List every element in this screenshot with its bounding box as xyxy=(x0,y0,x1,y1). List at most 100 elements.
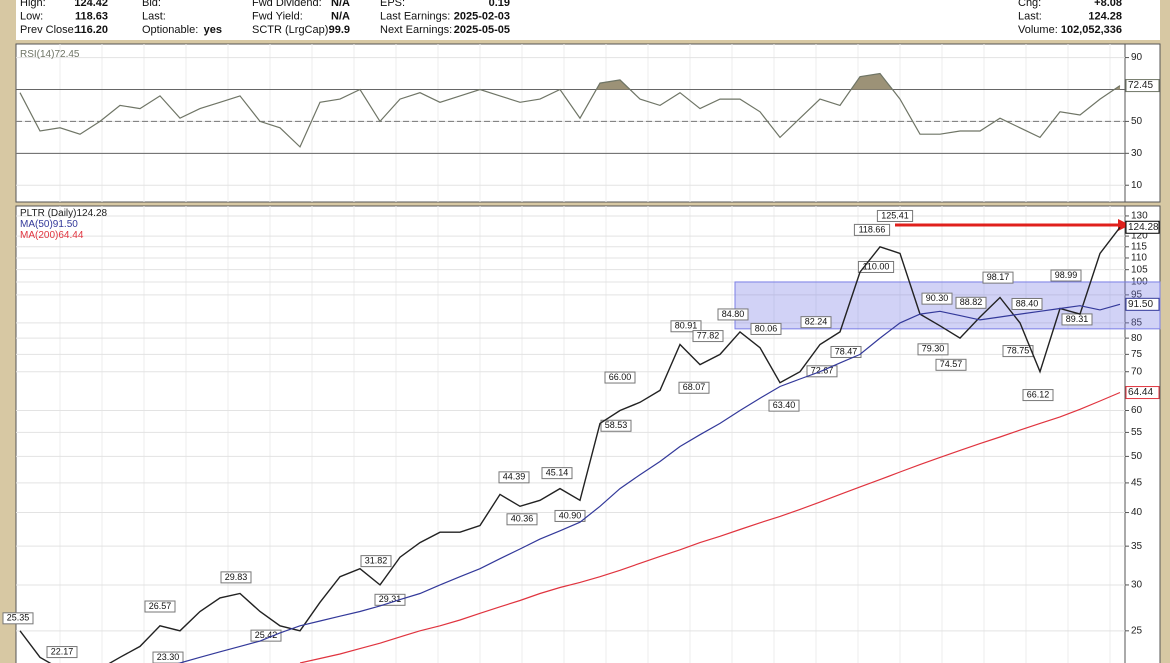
header-value: 116.20 xyxy=(75,24,108,36)
y-tick-label: 70 xyxy=(1131,366,1143,377)
legend-name: RSI(14) xyxy=(20,49,54,60)
y-tick-label: 115 xyxy=(1131,241,1147,252)
annotation-box xyxy=(1050,269,1082,282)
annotation-box xyxy=(498,471,530,484)
y-tick-label: 60 xyxy=(1131,405,1143,416)
annotation-box xyxy=(152,651,184,663)
header-label: Chg: xyxy=(1018,0,1041,9)
header-label: Prev Close: xyxy=(20,24,77,36)
annotation-box xyxy=(220,571,252,584)
annotation-box xyxy=(46,646,78,659)
y-tick-label: 30 xyxy=(1131,148,1143,159)
header-label: Optionable: xyxy=(142,24,198,36)
header-label: Last Earnings: xyxy=(380,10,450,22)
annotation-label: 40.36 xyxy=(511,514,534,524)
annotation-label: 98.99 xyxy=(1055,270,1078,280)
annotation-label: 78.47 xyxy=(835,346,858,356)
header-label: High: xyxy=(20,0,46,9)
annotation-label: 58.53 xyxy=(605,420,628,430)
annotation-label: 82.24 xyxy=(805,317,828,327)
annotation-box xyxy=(604,371,636,384)
legend-value: 64.44 xyxy=(58,230,83,241)
annotation-box xyxy=(917,343,949,356)
header-value: 0.19 xyxy=(489,0,510,9)
annotation-label: 25.42 xyxy=(255,630,278,640)
y-tick-label: 25 xyxy=(1131,625,1143,636)
y-tick-label: 80 xyxy=(1131,333,1143,344)
header-label: EPS: xyxy=(380,0,405,9)
y-tick-label: 50 xyxy=(1131,116,1143,127)
header-value: yes xyxy=(204,24,222,36)
annotation-label: 74.57 xyxy=(940,359,963,369)
value-tag xyxy=(1125,220,1160,234)
annotation-label: 45.14 xyxy=(546,468,569,478)
y-tick-label: 50 xyxy=(1131,451,1143,462)
annotation-label: 80.06 xyxy=(755,323,778,333)
annotation-label: 89.31 xyxy=(1066,314,1089,324)
y-tick-label: 45 xyxy=(1131,478,1143,489)
annotation-label: 98.17 xyxy=(987,272,1010,282)
annotation-label: 125.41 xyxy=(881,210,909,220)
annotation-box xyxy=(921,292,953,305)
annotation-label: 88.82 xyxy=(960,297,983,307)
header-value: 124.42 xyxy=(74,0,108,9)
annotation-box xyxy=(2,612,34,625)
header-label: Last: xyxy=(1018,10,1042,22)
header-value: 118.63 xyxy=(75,10,108,22)
header-value: +8.08 xyxy=(1094,0,1122,9)
header-label: Low: xyxy=(20,10,43,22)
annotation-box xyxy=(250,629,282,642)
annotation-label: 63.40 xyxy=(773,400,796,410)
header-label: Bid: xyxy=(142,0,161,9)
y-tick-label: 10 xyxy=(1131,180,1143,191)
annotation-label: 66.00 xyxy=(609,372,632,382)
value-tag-label: 72.45 xyxy=(1128,80,1153,91)
annotation-label: 110.00 xyxy=(863,261,890,271)
annotation-box xyxy=(1022,389,1054,402)
annotation-label: 80.91 xyxy=(675,321,698,331)
value-tag-label: 124.28 xyxy=(1128,222,1159,233)
zone xyxy=(734,281,1161,330)
annotation-box xyxy=(600,419,632,432)
header-value: 124.28 xyxy=(1088,10,1122,22)
annotation-box xyxy=(750,322,782,335)
annotation-box xyxy=(857,260,895,273)
annotation-label: 78.75 xyxy=(1007,345,1030,355)
annotation-label: 29.31 xyxy=(379,594,402,604)
legend-value: 91.50 xyxy=(53,219,78,230)
annotation-label: 66.12 xyxy=(1027,389,1050,399)
value-tag-label: 91.50 xyxy=(1128,299,1153,310)
annotation-label: 84.80 xyxy=(722,309,745,319)
annotation-box xyxy=(853,223,891,236)
legend-value: 124.28 xyxy=(76,208,107,219)
y-tick-label: 110 xyxy=(1131,253,1147,264)
y-tick-label: 30 xyxy=(1131,580,1143,591)
header-label: SCTR (LrgCap): xyxy=(252,24,331,36)
legend-name: MA(50) xyxy=(20,219,53,230)
annotation-label: 68.07 xyxy=(683,382,706,392)
annotation-label: 77.82 xyxy=(697,330,720,340)
header-label: Next Earnings: xyxy=(380,24,452,36)
series-line xyxy=(19,72,1121,148)
value-tag-label: 64.44 xyxy=(1128,387,1153,398)
y-tick-label: 120 xyxy=(1131,231,1148,242)
value-tag xyxy=(1125,297,1160,311)
annotation-box xyxy=(692,330,724,343)
annotation-box xyxy=(876,209,914,222)
series-line xyxy=(177,303,1121,663)
annotation-label: 26.57 xyxy=(149,601,172,611)
annotation-box xyxy=(1011,297,1043,310)
header-value: 102,052,336 xyxy=(1061,24,1122,36)
y-tick-label: 130 xyxy=(1131,211,1148,222)
rsi-panel xyxy=(15,43,1161,203)
legend-name: MA(200) xyxy=(20,230,58,241)
annotation-box xyxy=(678,381,710,394)
y-tick-label: 75 xyxy=(1131,349,1143,360)
annotation-label: 44.39 xyxy=(503,472,526,482)
annotation-label: 29.83 xyxy=(225,572,248,582)
legend-value: 72.45 xyxy=(54,49,79,60)
header-label: Volume: xyxy=(1018,24,1058,36)
y-tick-label: 90 xyxy=(1131,52,1143,63)
